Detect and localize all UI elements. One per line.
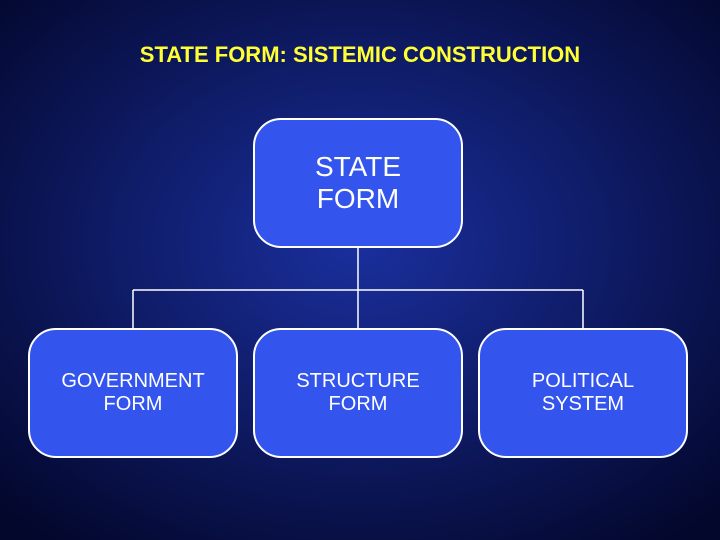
root-node-label: STATE FORM: [315, 151, 401, 215]
slide-title: STATE FORM: SISTEMIC CONSTRUCTION: [0, 42, 720, 68]
child-node-line2: FORM: [104, 393, 163, 415]
child-node-label: STRUCTURE FORM: [296, 370, 419, 416]
tree-child-node: POLITICAL SYSTEM: [478, 328, 688, 458]
root-node-line1: STATE: [315, 151, 401, 182]
tree-child-node: STRUCTURE FORM: [253, 328, 463, 458]
root-node-line2: FORM: [317, 183, 399, 214]
slide-root: STATE FORM: SISTEMIC CONSTRUCTION STATE …: [0, 0, 720, 540]
tree-root-node: STATE FORM: [253, 118, 463, 248]
child-node-line2: FORM: [329, 393, 388, 415]
child-node-line1: GOVERNMENT: [61, 370, 204, 392]
child-node-label: GOVERNMENT FORM: [61, 370, 204, 416]
child-node-label: POLITICAL SYSTEM: [532, 370, 634, 416]
tree-connectors: [0, 0, 720, 540]
child-node-line1: POLITICAL: [532, 370, 634, 392]
tree-child-node: GOVERNMENT FORM: [28, 328, 238, 458]
child-node-line1: STRUCTURE: [296, 370, 419, 392]
child-node-line2: SYSTEM: [542, 393, 624, 415]
